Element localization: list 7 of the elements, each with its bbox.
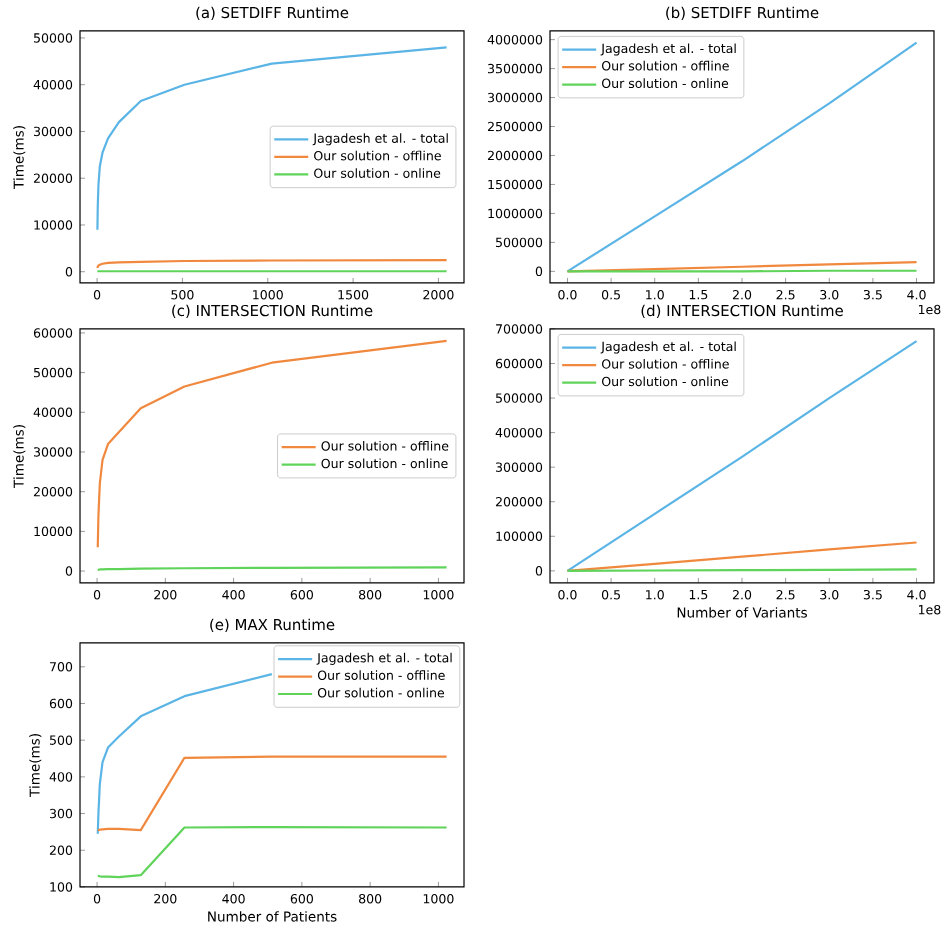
line-series	[96, 672, 273, 835]
line-series	[566, 541, 918, 572]
line-series	[566, 339, 918, 572]
line-series	[566, 41, 918, 273]
line-series	[96, 755, 448, 832]
line-series	[96, 46, 448, 231]
line-series	[96, 825, 448, 879]
